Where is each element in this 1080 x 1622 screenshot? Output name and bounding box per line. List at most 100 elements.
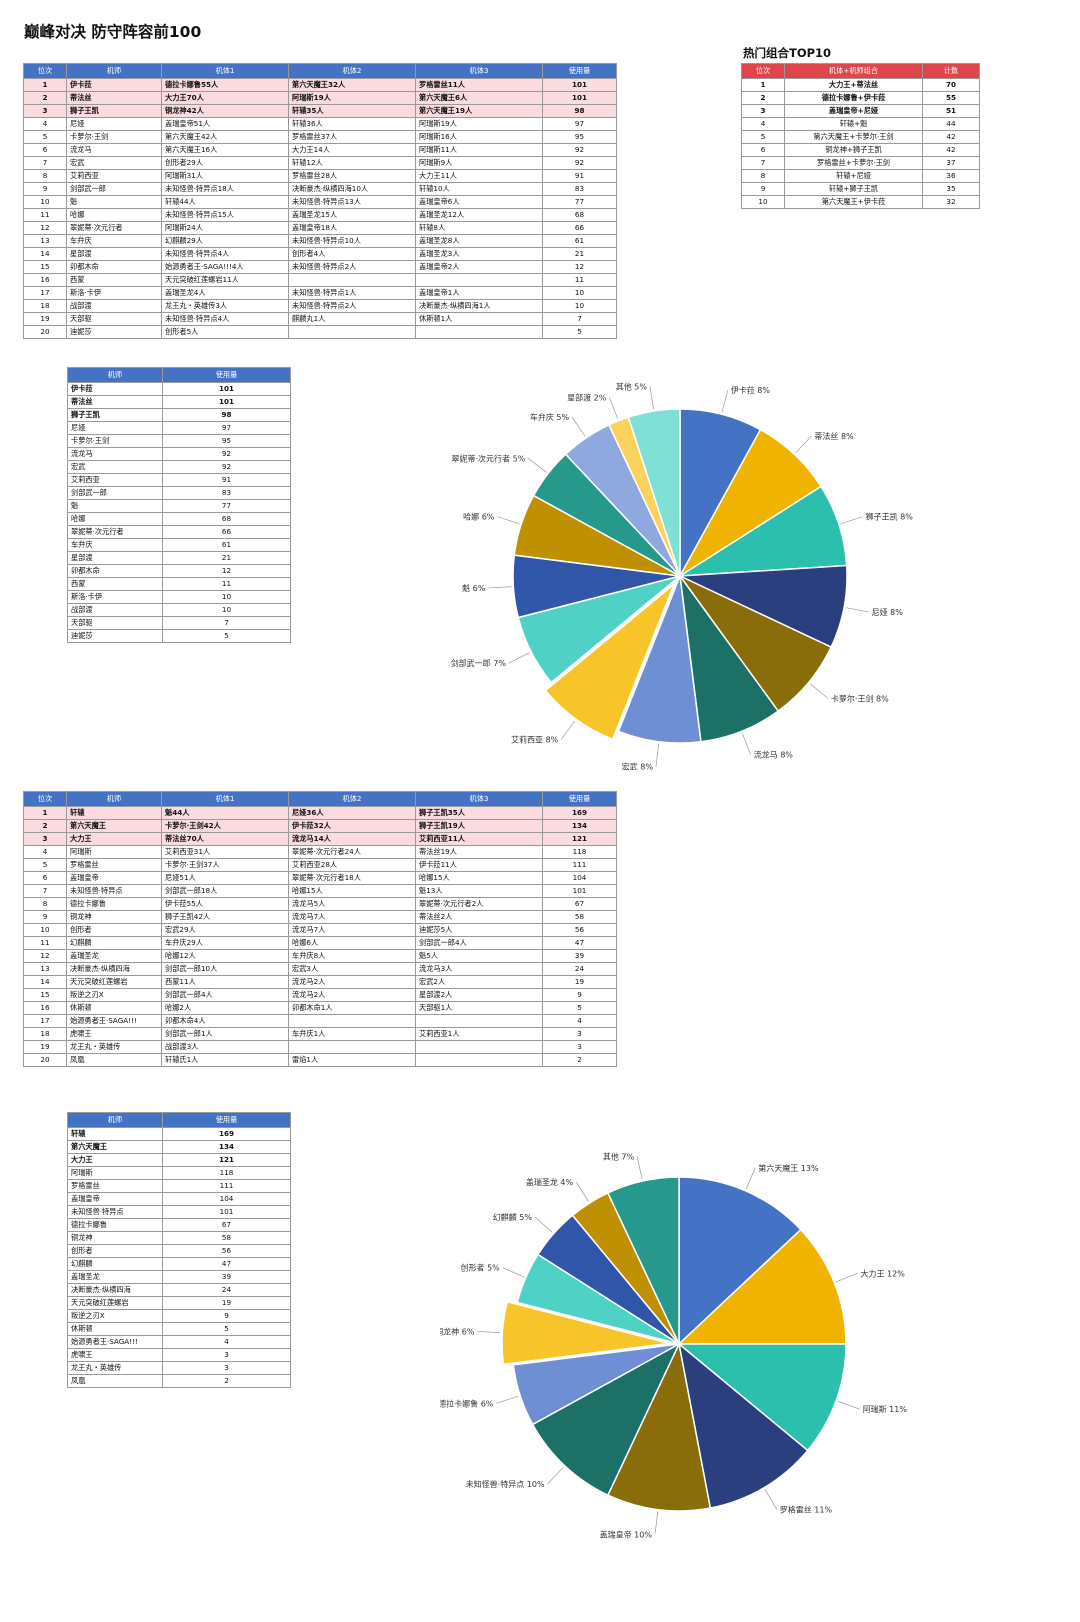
table-cell: 9 [23, 910, 67, 924]
table-cell: 翠妮蒂·次元行者24人 [288, 845, 416, 859]
table-cell: 叛逆之刃X [67, 1309, 163, 1323]
table-cell: 创形者4人 [288, 247, 416, 261]
table-cell: 流龙马2人 [288, 988, 416, 1002]
table-cell: 10 [542, 299, 617, 313]
pie-slice-label: 卡萝尔·王剑 8% [831, 693, 889, 703]
table-row: 12 盖瑞圣龙 哈娜12人 车弁庆8人 魁5人 39 [23, 949, 617, 963]
table-row: 9 轩辕+狮子王凯 35 [741, 182, 980, 196]
table-cell: 卡萝尔·王剑42人 [161, 819, 289, 833]
mech-ranking-table: 位次 机师 机体1 机体2 机体3 使用量 1 轩辕 魁44人 尼娅36人 狮子王凯35人 169 2… [23, 791, 617, 1067]
table-cell: 盖瑞圣龙 [66, 949, 162, 963]
table-cell: 剑部武一郎4人 [161, 988, 289, 1002]
table-cell: 决断豪杰·纵横四海 [66, 962, 162, 976]
table-cell: 20 [23, 325, 67, 339]
table-cell: 迪妮莎 [66, 325, 162, 339]
table-row: 6 铜龙神+狮子王凯 42 [741, 143, 980, 157]
table-cell: 58 [162, 1231, 291, 1245]
table-row: 2 蒂法丝 大力王70人 阿瑞斯19人 第六天魔王6人 101 [23, 91, 617, 105]
table-row: 迪妮莎 5 [67, 629, 291, 643]
pie-leader-line [528, 458, 547, 473]
table-cell: 盖瑞皇帝2人 [415, 260, 543, 274]
table-row: 剑部武一郎 83 [67, 486, 291, 500]
table-cell: 35 [922, 182, 980, 196]
table-cell: 101 [162, 1205, 291, 1219]
table-cell: 第六天魔王32人 [288, 78, 416, 92]
table-cell: 19 [542, 975, 617, 989]
table-cell: 大力王+蒂法丝 [784, 78, 923, 92]
table-header-row: 机师 使用量 [67, 1112, 291, 1128]
table-cell: 92 [162, 460, 291, 474]
table-cell: 92 [542, 143, 617, 157]
table-cell: 95 [162, 434, 291, 448]
table-row: 15 叛逆之刃X 剑部武一郎4人 流龙马2人 星部渡2人 9 [23, 988, 617, 1002]
table-cell: 1 [23, 78, 67, 92]
table-row: 9 剑部武一郎 未知怪兽·特异点18人 决断豪杰·纵横四海10人 轩辕10人 83 [23, 182, 617, 196]
table-cell: 尼娅51人 [161, 871, 289, 885]
table-cell: 魁13人 [415, 884, 543, 898]
table-row: 5 第六天魔王+卡萝尔·王剑 42 [741, 130, 980, 144]
table-cell: 5 [23, 130, 67, 144]
table-cell: 龙王丸・英雄传3人 [161, 299, 289, 313]
table-cell: 艾莉西亚11人 [415, 832, 543, 846]
table-cell [415, 1014, 543, 1028]
table-row: 艾莉西亚 91 [67, 473, 291, 487]
table-cell: 第六天魔王 [66, 819, 162, 833]
table-cell: 德拉卡娜鲁+伊卡菈 [784, 91, 923, 105]
table-cell: 叛逆之刃X [66, 988, 162, 1002]
table-cell: 盖瑞皇帝1人 [415, 286, 543, 300]
pie-slice-label: 狮子王凯 8% [866, 512, 914, 522]
table-cell: 10 [23, 195, 67, 209]
table-row: 星部渡 21 [67, 551, 291, 565]
table-cell: 98 [162, 408, 291, 422]
table-cell: 9 [162, 1309, 291, 1323]
pie-leader-line [477, 1330, 501, 1334]
table-cell: 迪妮莎 [67, 629, 163, 643]
table-cell: 16 [23, 1001, 67, 1015]
table-cell: 第六天魔王 [67, 1140, 163, 1154]
table-cell: 97 [542, 117, 617, 131]
pie-leader-line [837, 1400, 860, 1410]
table-row: 5 卡萝尔·王剑 第六天魔王42人 罗格雷丝37人 阿瑞斯16人 95 [23, 130, 617, 144]
table-row: 虎啸王 3 [67, 1348, 291, 1362]
table-cell: 118 [162, 1166, 291, 1180]
table-row: 14 星部渡 未知怪兽·特异点4人 创形者4人 盖瑞圣龙3人 21 [23, 247, 617, 261]
pie-slice [544, 583, 675, 741]
pie-slice [677, 1228, 847, 1345]
table-cell: 11 [162, 577, 291, 591]
table-row: 8 艾莉西亚 阿瑞斯31人 罗格雷丝28人 大力王11人 91 [23, 169, 617, 183]
table-cell [288, 1040, 416, 1054]
table-row: 盖瑞皇帝 104 [67, 1192, 291, 1206]
table-row: 宏武 92 [67, 460, 291, 474]
table-header-row: 机师 使用量 [67, 367, 291, 383]
table-cell: 盖瑞圣龙 [67, 1270, 163, 1284]
table-row: 1 轩辕 魁44人 尼娅36人 狮子王凯35人 169 [23, 806, 617, 820]
table-row: 19 天部驱 未知怪兽·特异点4人 麒麟丸1人 休斯顿1人 7 [23, 312, 617, 326]
table-cell: 铜龙神42人 [161, 104, 289, 118]
table-cell: 轩辕10人 [415, 182, 543, 196]
table-cell: 魁44人 [161, 806, 289, 820]
table-cell: 92 [162, 447, 291, 461]
table-cell: 阿瑞斯 [66, 845, 162, 859]
table-row: 19 龙王丸・英雄传 战部渡3人 3 [23, 1040, 617, 1054]
table-cell: 66 [162, 525, 291, 539]
table-row: 4 尼娅 盖瑞皇帝51人 轩辕36人 阿瑞斯19人 97 [23, 117, 617, 131]
table-cell: 121 [542, 832, 617, 846]
pie-slice-label: 尼娅 8% [872, 607, 904, 617]
pie-slice-label: 艾莉西亚 8% [511, 734, 559, 744]
pie-slice [531, 1342, 681, 1497]
table-cell: 狮子王凯42人 [161, 910, 289, 924]
table-cell: 9 [542, 988, 617, 1002]
table-cell: 68 [542, 208, 617, 222]
table-cell [288, 273, 416, 287]
table-cell: 2 [741, 91, 785, 105]
table-header-row: 位次 机师 机体1 机体2 机体3 使用量 [23, 791, 617, 807]
table-cell: 轩辕 [67, 1127, 163, 1141]
table-cell: 未知怪兽·特异点 [67, 1205, 163, 1219]
table-cell: 未知怪兽·特异点18人 [161, 182, 289, 196]
table-row: 卡萝尔·王剑 95 [67, 434, 291, 448]
table-cell: 天元突破红莲螺岩11人 [161, 273, 289, 287]
table-row: 龙王丸・英雄传 3 [67, 1361, 291, 1375]
pie-leader-line [608, 397, 619, 419]
table-cell: 始源勇者王·SAGA!!! [66, 1014, 162, 1028]
table-row: 10 创形者 宏武29人 流龙马7人 迪妮莎5人 56 [23, 923, 617, 937]
